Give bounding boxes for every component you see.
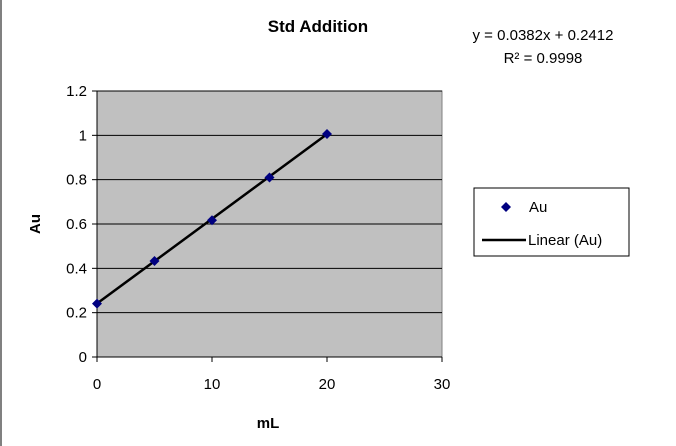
- chart-title: Std Addition: [268, 17, 368, 36]
- legend-marker-au: [501, 202, 511, 212]
- r-squared-label: R² = 0.9998: [504, 50, 583, 67]
- y-tick-label: 0.6: [66, 216, 87, 233]
- data-point: [207, 215, 217, 226]
- y-tick-label: 0.4: [66, 260, 87, 277]
- data-point: [322, 129, 332, 140]
- x-tick-label: 20: [319, 376, 336, 393]
- legend-label-au: Au: [529, 199, 547, 216]
- x-tick-label: 10: [204, 376, 221, 393]
- legend: Au Linear (Au): [473, 187, 630, 257]
- x-tick-labels: 0 10 20 30: [93, 376, 451, 393]
- legend-box: [473, 187, 630, 257]
- data-point: [264, 172, 275, 183]
- legend-label-linear: Linear (Au): [528, 232, 602, 249]
- y-tick-label: 0: [79, 349, 87, 366]
- y-tick-label: 0.2: [66, 305, 87, 322]
- y-axis-label: Au: [27, 214, 44, 234]
- y-tick-labels: 0 0.2 0.4 0.6 0.8 1 1.2: [66, 83, 87, 366]
- points-layer: [92, 129, 332, 309]
- data-point: [149, 256, 160, 267]
- y-tick-label: 1.2: [66, 83, 87, 100]
- data-point: [92, 298, 102, 309]
- x-tick-label: 30: [434, 376, 451, 393]
- y-tick-label: 0.8: [66, 172, 87, 189]
- x-axis-label: mL: [257, 415, 280, 432]
- equation-label: y = 0.0382x + 0.2412: [473, 27, 614, 44]
- axes: [92, 90, 443, 362]
- y-tick-label: 1: [79, 127, 87, 144]
- x-tick-label: 0: [93, 376, 101, 393]
